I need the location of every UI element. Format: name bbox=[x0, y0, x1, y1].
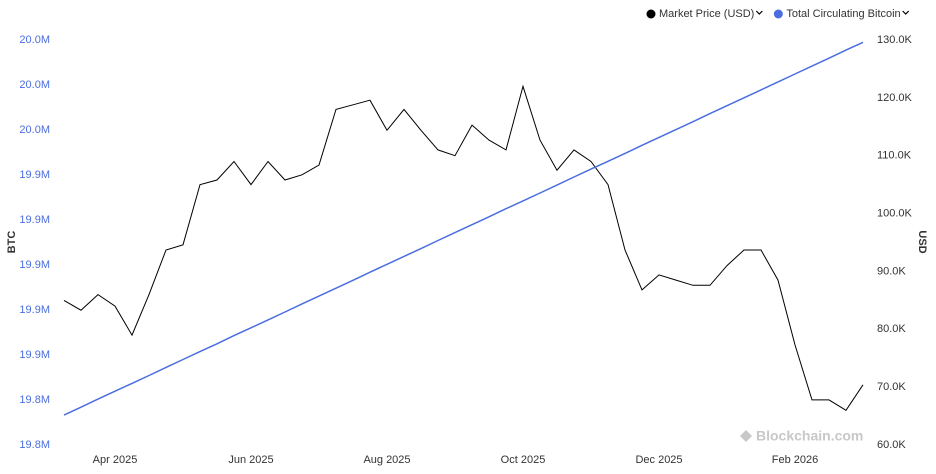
legend-swatch bbox=[646, 9, 656, 19]
series-line bbox=[63, 84, 864, 411]
y-tick-label: 19.8M bbox=[19, 439, 50, 451]
legend-label: Total Circulating Bitcoin bbox=[786, 8, 900, 20]
y2-tick-label: 100.0K bbox=[877, 207, 913, 219]
x-tick-label: Dec 2025 bbox=[635, 454, 682, 466]
series-line bbox=[63, 41, 864, 416]
y2-tick-label: 70.0K bbox=[877, 381, 906, 393]
x-tick-label: Aug 2025 bbox=[363, 454, 410, 466]
y-tick-label: 19.9M bbox=[19, 169, 50, 181]
y2-tick-label: 90.0K bbox=[877, 265, 906, 277]
x-tick-label: Jun 2025 bbox=[228, 454, 273, 466]
y-tick-label: 19.9M bbox=[19, 214, 50, 226]
y-tick-label: 20.0M bbox=[19, 34, 50, 46]
y2-tick-label: 120.0K bbox=[877, 92, 913, 104]
y-tick-label: 19.9M bbox=[19, 349, 50, 361]
watermark-text: Blockchain.com bbox=[756, 428, 863, 444]
watermark-icon bbox=[740, 430, 752, 442]
x-tick-label: Feb 2026 bbox=[772, 454, 818, 466]
y2-axis-title: USD bbox=[916, 230, 928, 253]
y2-tick-label: 60.0K bbox=[877, 439, 906, 451]
y-tick-label: 20.0M bbox=[19, 124, 50, 136]
y2-tick-label: 110.0K bbox=[877, 150, 912, 162]
y-tick-label: 19.9M bbox=[19, 259, 50, 271]
legend-label: Market Price (USD) bbox=[659, 8, 754, 20]
watermark: Blockchain.com bbox=[740, 428, 863, 444]
y-tick-label: 20.0M bbox=[19, 79, 50, 91]
legend-chevron bbox=[902, 10, 910, 15]
legend-chevron bbox=[755, 10, 763, 15]
legend-item[interactable]: Market Price (USD) bbox=[646, 8, 763, 20]
legend-swatch bbox=[773, 9, 783, 19]
y2-tick-label: 80.0K bbox=[877, 323, 906, 335]
y2-tick-label: 130.0K bbox=[877, 34, 913, 46]
y-tick-label: 19.9M bbox=[19, 304, 50, 316]
y-axis-title: BTC bbox=[6, 231, 18, 254]
legend-item[interactable]: Total Circulating Bitcoin bbox=[773, 8, 910, 20]
x-tick-label: Apr 2025 bbox=[93, 454, 138, 466]
x-tick-label: Oct 2025 bbox=[501, 454, 546, 466]
y-tick-label: 19.8M bbox=[19, 394, 50, 406]
